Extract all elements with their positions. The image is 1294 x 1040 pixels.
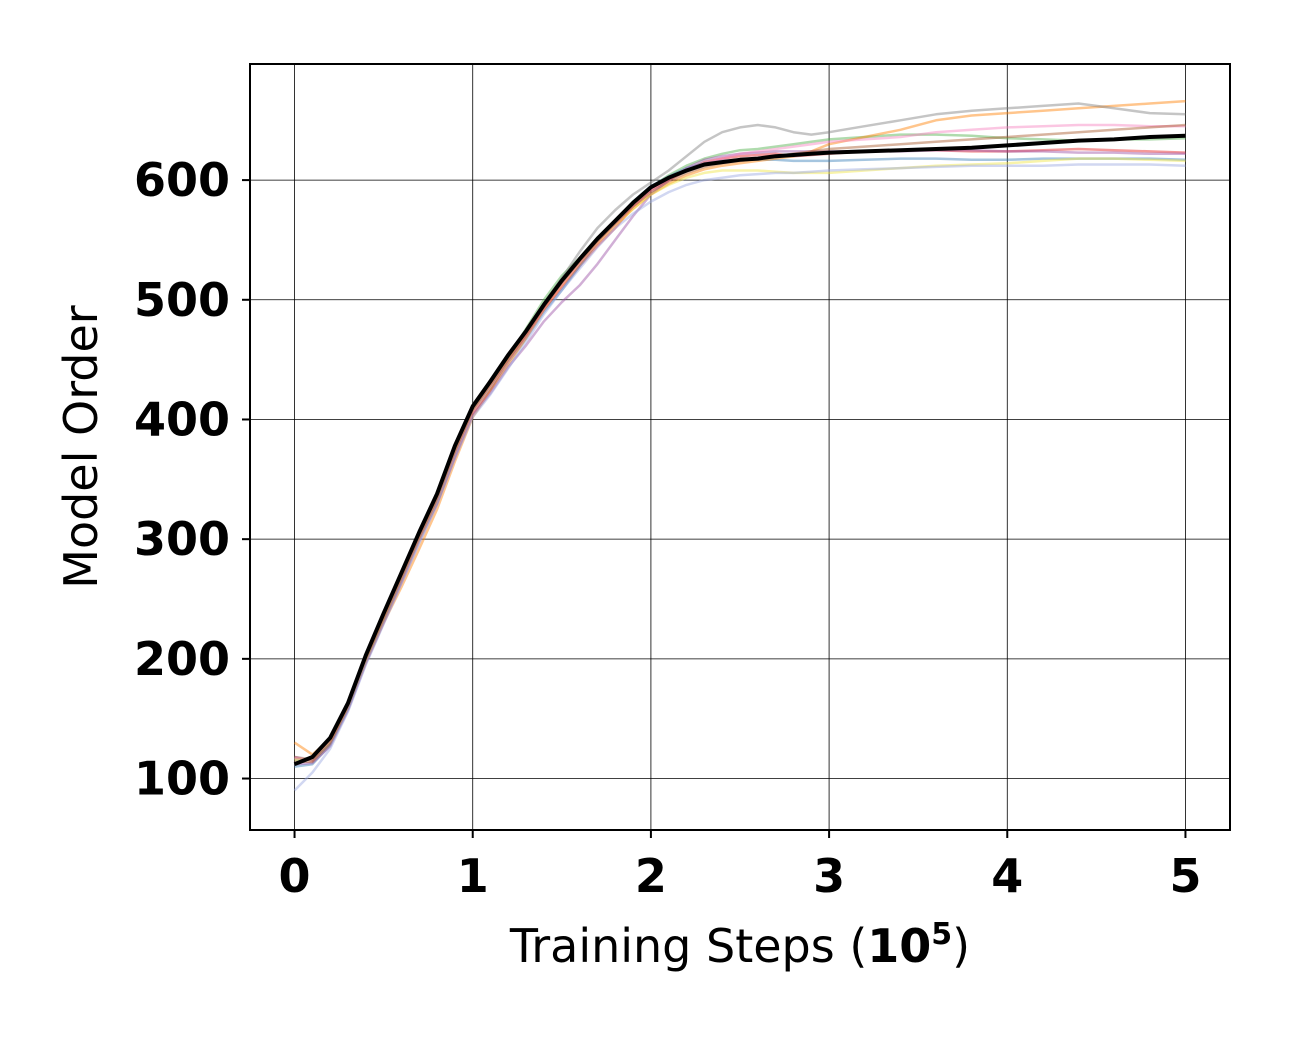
x-tick-label: 2 (635, 849, 667, 903)
x-axis-ticks: 0 1 2 3 4 5 (279, 830, 1201, 903)
y-tick-label: 600 (134, 153, 230, 207)
y-tick-label: 200 (134, 632, 230, 686)
x-axis-label: Training Steps (105) (509, 917, 970, 973)
series-line-2 (294, 133, 1186, 761)
x-tick-label: 5 (1169, 849, 1201, 903)
series-line-3 (294, 157, 1186, 768)
x-tick-label: 3 (813, 849, 845, 903)
plot-frame (249, 63, 1231, 831)
grid-lines (250, 64, 1230, 830)
mean-layer (293, 133, 1186, 767)
series-line-5 (294, 148, 1186, 766)
mean-series-line (293, 133, 1186, 767)
series-line-6 (294, 102, 1186, 761)
x-tick-label: 1 (457, 849, 489, 903)
y-axis-ticks: 100 200 300 400 500 600 (134, 153, 250, 806)
y-tick-label: 500 (134, 273, 230, 327)
y-tick-label: 300 (134, 512, 230, 566)
y-tick-label: 100 (134, 752, 230, 806)
series-line-10 (293, 163, 1186, 792)
series-line-7 (294, 157, 1186, 761)
series-line-4 (293, 99, 1186, 756)
x-tick-label: 0 (279, 849, 311, 903)
x-tick-label: 4 (991, 849, 1023, 903)
series-line-8 (294, 123, 1186, 761)
series-line-9 (294, 123, 1186, 764)
y-axis-label: Model Order (54, 305, 108, 589)
series-line-1 (294, 147, 1186, 762)
series-layer (293, 99, 1186, 792)
y-tick-label: 400 (134, 392, 230, 446)
